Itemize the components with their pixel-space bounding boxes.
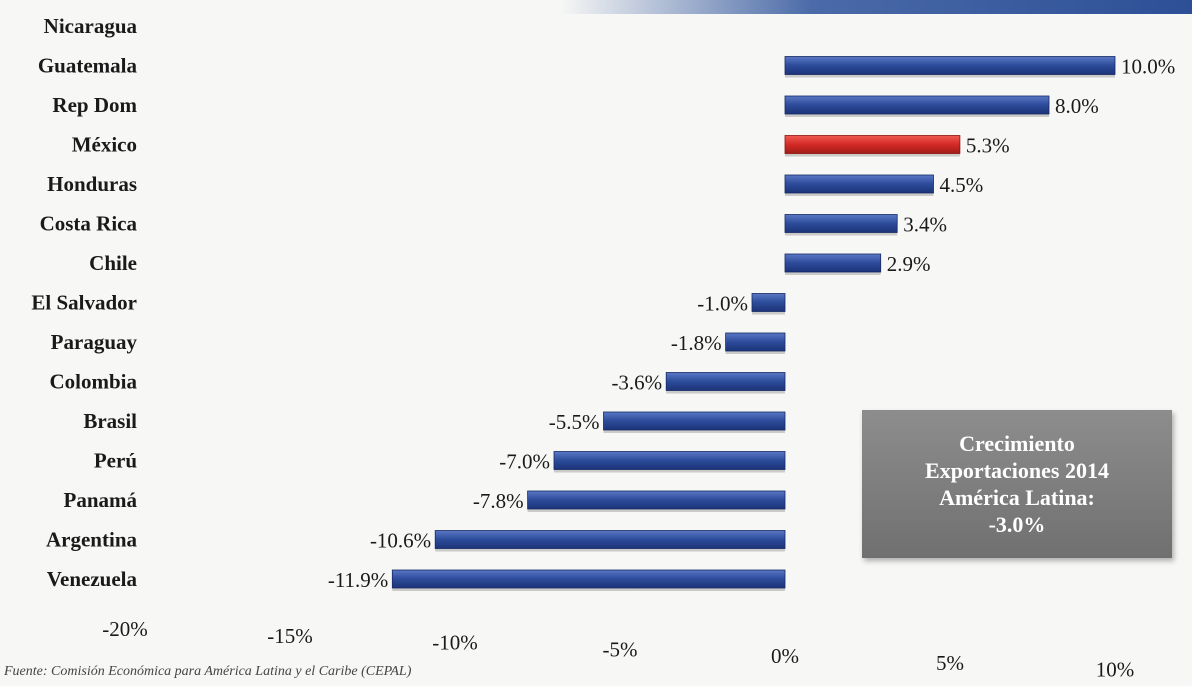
category-label-mexico: México bbox=[72, 133, 137, 157]
value-label-chile: 2.9% bbox=[887, 252, 931, 276]
note-line-3: América Latina: bbox=[939, 485, 1095, 510]
value-labels: 10.0% 8.0% 5.3% 4.5% 3.4% 2.9% -1.0% -1.8% -3.6%… bbox=[328, 55, 1175, 593]
x-axis-tick-labels: -20% -15% -10% -5% 0% 5% 10% bbox=[102, 617, 1134, 682]
bar-paraguay bbox=[725, 332, 786, 352]
note-line-1: Crecimiento bbox=[959, 431, 1075, 456]
bar-guatemala bbox=[784, 56, 1116, 75]
category-labels: Nicaragua Guatemala Rep Dom México Honduras C… bbox=[31, 14, 137, 591]
bar-peru bbox=[553, 451, 786, 470]
summary-note-box: Crecimiento Exportaciones 2014 América L… bbox=[862, 410, 1172, 558]
value-label-colombia: -3.6% bbox=[611, 371, 662, 395]
category-label-colombia: Colombia bbox=[49, 370, 137, 394]
bar-venezuela bbox=[391, 569, 786, 589]
bar-panama bbox=[527, 490, 786, 510]
x-tick-label-4: 0% bbox=[771, 644, 799, 668]
value-label-peru: -7.0% bbox=[499, 450, 550, 474]
value-label-panama: -7.8% bbox=[473, 489, 524, 513]
category-label-panama: Panamá bbox=[64, 488, 138, 512]
category-label-nicaragua: Nicaragua bbox=[44, 14, 138, 38]
category-label-brasil: Brasil bbox=[83, 409, 137, 433]
x-tick-label-0: -20% bbox=[102, 617, 148, 641]
category-label-rep-dom: Rep Dom bbox=[52, 93, 137, 117]
value-label-argentina: -10.6% bbox=[370, 529, 431, 553]
bar-honduras bbox=[784, 174, 934, 194]
bar-rep-dom bbox=[784, 95, 1050, 115]
category-label-el-salvador: El Salvador bbox=[31, 291, 137, 315]
bar-el-salvador bbox=[751, 293, 786, 312]
value-label-el-salvador: -1.0% bbox=[697, 292, 748, 316]
bars bbox=[391, 56, 1116, 591]
header-band bbox=[560, 0, 1192, 14]
value-label-costa-rica: 3.4% bbox=[903, 213, 947, 237]
value-label-venezuela: -11.9% bbox=[328, 568, 388, 592]
bar-mexico bbox=[784, 135, 961, 154]
value-label-brasil: -5.5% bbox=[549, 410, 600, 434]
bar-argentina bbox=[434, 530, 786, 549]
bar-chile bbox=[784, 253, 882, 273]
bar-costa-rica bbox=[784, 214, 898, 233]
category-label-paraguay: Paraguay bbox=[51, 330, 138, 354]
category-label-chile: Chile bbox=[89, 251, 137, 275]
category-label-peru: Perú bbox=[94, 449, 137, 473]
category-label-guatemala: Guatemala bbox=[38, 54, 138, 78]
value-label-rep-dom: 8.0% bbox=[1055, 94, 1099, 118]
x-tick-label-6: 10% bbox=[1096, 658, 1135, 682]
bar-colombia bbox=[665, 372, 786, 391]
source-note: Fuente: Comisión Económica para América … bbox=[4, 664, 412, 679]
value-label-mexico: 5.3% bbox=[966, 134, 1010, 158]
note-line-2: Exportaciones 2014 bbox=[925, 458, 1109, 483]
category-label-honduras: Honduras bbox=[47, 172, 137, 196]
category-label-venezuela: Venezuela bbox=[47, 567, 138, 591]
x-tick-label-5: 5% bbox=[936, 651, 964, 675]
category-label-argentina: Argentina bbox=[46, 528, 137, 552]
value-label-guatemala: 10.0% bbox=[1121, 55, 1175, 79]
x-tick-label-3: -5% bbox=[603, 637, 638, 661]
value-label-paraguay: -1.8% bbox=[671, 331, 722, 355]
bar-brasil bbox=[603, 411, 786, 431]
category-label-costa-rica: Costa Rica bbox=[40, 212, 138, 236]
value-label-honduras: 4.5% bbox=[940, 173, 984, 197]
x-tick-label-2: -10% bbox=[432, 631, 478, 655]
note-line-4: -3.0% bbox=[988, 512, 1046, 537]
x-tick-label-1: -15% bbox=[267, 624, 313, 648]
